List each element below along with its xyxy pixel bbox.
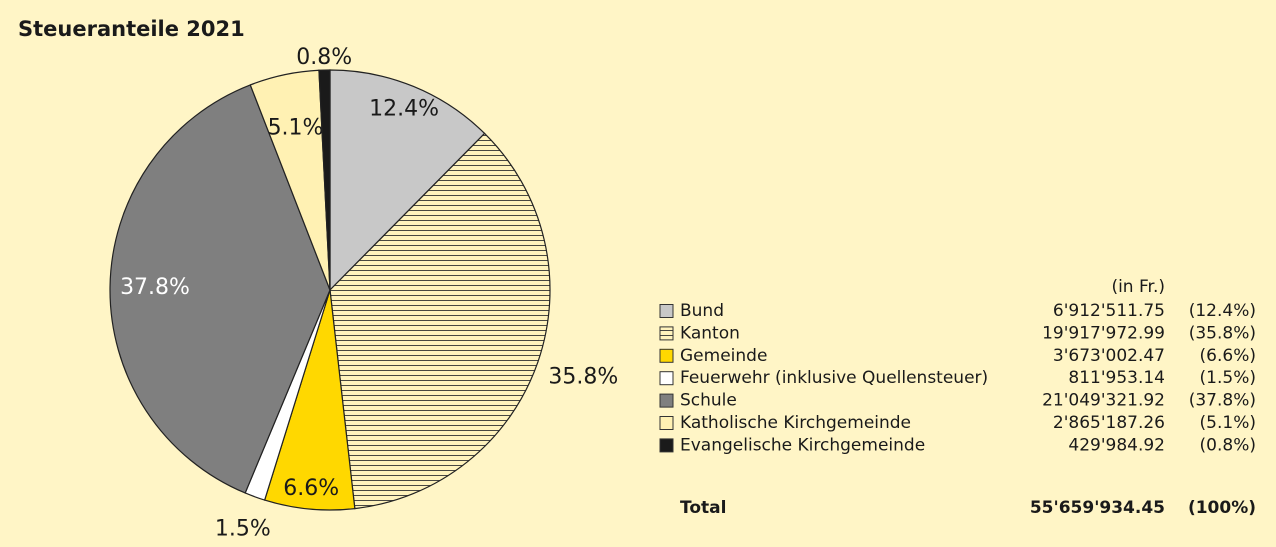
amount: 21'049'321.92 <box>1042 391 1165 411</box>
unit-header: (in Fr.) <box>1111 277 1165 297</box>
total-amount: 55'659'934.45 <box>1030 498 1165 518</box>
percent: (35.8%) <box>1189 323 1256 343</box>
amount: 2'865'187.26 <box>1053 413 1165 433</box>
legend-swatch <box>659 326 674 341</box>
amount: 19'917'972.99 <box>1042 323 1165 343</box>
slice-label: 35.8% <box>548 365 618 390</box>
legend-swatch <box>659 348 674 363</box>
pie-slice <box>329 132 551 510</box>
pie-slice <box>318 69 331 291</box>
percent: (5.1%) <box>1200 413 1256 433</box>
percent: (37.8%) <box>1189 391 1256 411</box>
slice-label: 1.5% <box>215 517 271 542</box>
legend-swatch <box>659 393 674 408</box>
total-percent: (100%) <box>1188 498 1256 518</box>
total-label: Total <box>680 498 726 518</box>
amount: 429'984.92 <box>1068 435 1165 455</box>
legend-swatch <box>659 438 674 453</box>
percent: (0.8%) <box>1200 435 1256 455</box>
slice-label: 37.8% <box>120 275 190 300</box>
legend-label: Bund <box>680 301 724 321</box>
percent: (6.6%) <box>1200 346 1256 366</box>
amount: 3'673'002.47 <box>1053 346 1165 366</box>
legend-swatch <box>659 416 674 430</box>
slice-label: 6.6% <box>283 476 339 501</box>
pie-slice <box>109 84 331 494</box>
slice-label: 0.8% <box>296 45 352 70</box>
slice-label: 12.4% <box>369 97 439 122</box>
chart-title: Steueranteile 2021 <box>18 17 245 41</box>
percent: (12.4%) <box>1189 301 1256 321</box>
slice-label: 5.1% <box>268 116 324 141</box>
amount: 6'912'511.75 <box>1053 301 1165 321</box>
legend-swatch <box>659 371 674 386</box>
pie-slice <box>329 69 486 292</box>
legend-label: Evangelische Kirchgemeinde <box>680 435 925 455</box>
legend-label: Kanton <box>680 323 740 343</box>
legend-label: Schule <box>680 391 737 411</box>
legend-label: Katholische Kirchgemeinde <box>680 413 911 433</box>
percent: (1.5%) <box>1200 368 1256 388</box>
legend-swatch <box>659 304 674 318</box>
amount: 811'953.14 <box>1068 368 1165 388</box>
legend-label: Feuerwehr (inklusive Quellensteuer) <box>680 368 988 388</box>
legend-label: Gemeinde <box>680 346 767 366</box>
